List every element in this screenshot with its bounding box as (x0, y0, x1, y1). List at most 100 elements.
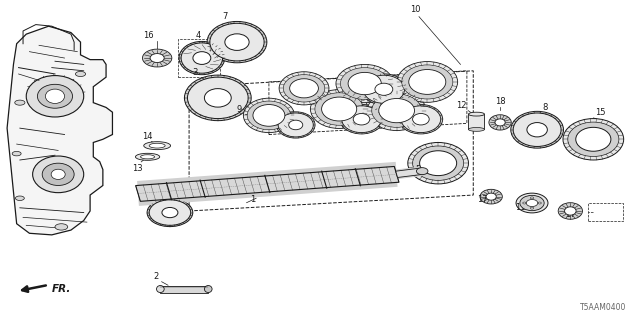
Text: FR.: FR. (52, 284, 71, 294)
Ellipse shape (513, 113, 561, 147)
Ellipse shape (184, 75, 251, 121)
Text: 18: 18 (495, 98, 506, 107)
Ellipse shape (157, 285, 164, 292)
Text: 13: 13 (132, 164, 143, 173)
Ellipse shape (289, 120, 303, 130)
Ellipse shape (150, 53, 164, 62)
Ellipse shape (413, 114, 429, 125)
Text: 2: 2 (154, 272, 159, 281)
Ellipse shape (321, 97, 356, 121)
Ellipse shape (144, 142, 171, 150)
Ellipse shape (279, 72, 329, 105)
Ellipse shape (340, 105, 383, 134)
Polygon shape (396, 168, 423, 178)
Ellipse shape (15, 100, 25, 105)
Ellipse shape (348, 72, 381, 95)
Ellipse shape (489, 115, 511, 130)
Ellipse shape (188, 77, 248, 119)
Ellipse shape (523, 202, 526, 204)
Ellipse shape (143, 49, 172, 67)
Text: 17: 17 (565, 210, 575, 219)
Text: 9: 9 (237, 105, 242, 114)
Ellipse shape (253, 105, 285, 126)
Ellipse shape (207, 21, 267, 63)
Polygon shape (7, 26, 113, 235)
Ellipse shape (408, 142, 468, 184)
Polygon shape (136, 166, 399, 201)
Ellipse shape (181, 43, 223, 73)
Ellipse shape (527, 123, 547, 137)
Ellipse shape (310, 90, 368, 128)
Ellipse shape (480, 189, 502, 204)
Ellipse shape (147, 198, 193, 227)
Ellipse shape (568, 122, 619, 156)
Ellipse shape (564, 207, 576, 215)
Ellipse shape (33, 156, 84, 193)
Ellipse shape (149, 200, 191, 225)
Ellipse shape (511, 111, 563, 148)
Ellipse shape (516, 193, 548, 213)
Ellipse shape (526, 199, 538, 206)
Ellipse shape (247, 101, 291, 130)
Ellipse shape (340, 68, 389, 100)
Text: 5: 5 (415, 165, 421, 174)
Text: 6: 6 (172, 190, 177, 199)
Ellipse shape (276, 112, 315, 138)
Ellipse shape (42, 163, 74, 186)
Ellipse shape (45, 89, 65, 103)
Ellipse shape (278, 113, 314, 137)
Ellipse shape (417, 168, 428, 175)
Ellipse shape (379, 99, 415, 123)
Ellipse shape (468, 127, 484, 131)
Text: 17: 17 (477, 195, 487, 204)
Ellipse shape (409, 69, 446, 94)
Text: 11: 11 (515, 203, 525, 212)
Ellipse shape (225, 34, 249, 50)
Text: T5AAM0400: T5AAM0400 (580, 303, 627, 312)
Ellipse shape (37, 84, 72, 108)
Ellipse shape (210, 23, 264, 61)
Ellipse shape (353, 114, 370, 125)
Ellipse shape (179, 41, 225, 75)
Ellipse shape (204, 285, 212, 292)
Text: 10: 10 (410, 5, 421, 14)
Ellipse shape (397, 61, 458, 102)
Ellipse shape (576, 127, 611, 151)
Text: 16: 16 (143, 31, 154, 40)
Ellipse shape (531, 207, 534, 209)
Ellipse shape (372, 94, 422, 127)
Ellipse shape (402, 65, 453, 99)
Ellipse shape (401, 106, 441, 132)
Ellipse shape (563, 119, 623, 160)
Ellipse shape (399, 105, 443, 134)
Text: 8: 8 (542, 103, 548, 112)
Text: 14: 14 (142, 132, 153, 141)
Ellipse shape (193, 52, 211, 64)
Ellipse shape (15, 196, 24, 200)
Text: 15: 15 (595, 108, 605, 117)
Ellipse shape (375, 83, 393, 95)
Ellipse shape (55, 224, 68, 230)
Ellipse shape (538, 202, 541, 204)
Ellipse shape (468, 112, 484, 116)
Ellipse shape (26, 76, 84, 117)
Ellipse shape (149, 143, 165, 148)
Ellipse shape (342, 106, 381, 132)
Ellipse shape (136, 153, 160, 160)
Ellipse shape (520, 196, 544, 211)
Ellipse shape (162, 207, 178, 218)
Ellipse shape (51, 169, 65, 180)
Ellipse shape (558, 203, 582, 219)
Ellipse shape (336, 64, 394, 103)
Ellipse shape (413, 146, 464, 180)
Ellipse shape (76, 71, 86, 76)
Ellipse shape (315, 93, 364, 125)
Ellipse shape (243, 98, 294, 132)
Text: 7: 7 (222, 12, 227, 21)
Text: 12: 12 (456, 101, 467, 110)
Ellipse shape (363, 75, 404, 103)
Ellipse shape (495, 119, 505, 126)
Ellipse shape (141, 155, 155, 159)
FancyBboxPatch shape (468, 114, 484, 129)
Ellipse shape (420, 151, 457, 176)
